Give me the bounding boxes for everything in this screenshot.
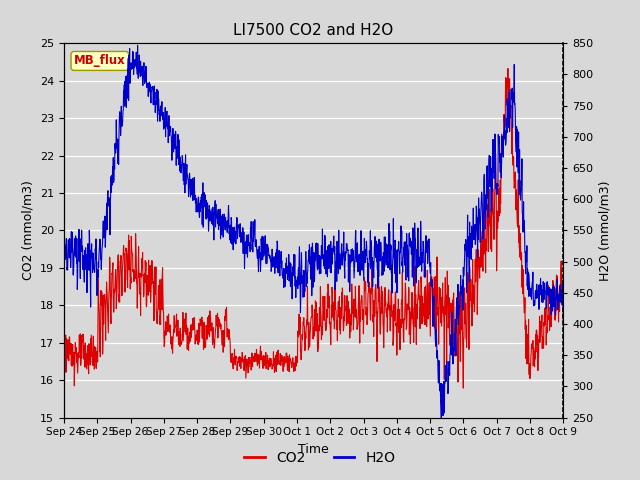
Line: CO2: CO2 bbox=[64, 69, 563, 388]
H2O bbox=[438, 418, 445, 424]
CO2 bbox=[99, 351, 106, 357]
H2O bbox=[134, 42, 141, 48]
H2O bbox=[344, 279, 352, 285]
H2O bbox=[272, 265, 280, 271]
Y-axis label: H2O (mmol/m3): H2O (mmol/m3) bbox=[599, 180, 612, 281]
CO2 bbox=[460, 385, 467, 391]
H2O bbox=[99, 239, 106, 245]
CO2 bbox=[119, 259, 127, 264]
CO2 bbox=[272, 352, 280, 358]
CO2 bbox=[60, 361, 68, 367]
CO2 bbox=[291, 368, 299, 373]
CO2 bbox=[559, 283, 567, 288]
Text: MB_flux: MB_flux bbox=[74, 54, 125, 67]
Legend: CO2, H2O: CO2, H2O bbox=[239, 445, 401, 471]
H2O bbox=[60, 240, 68, 245]
H2O bbox=[119, 109, 127, 115]
CO2 bbox=[504, 66, 512, 72]
H2O bbox=[283, 255, 291, 261]
Y-axis label: CO2 (mmol/m3): CO2 (mmol/m3) bbox=[22, 180, 35, 280]
CO2 bbox=[344, 321, 352, 326]
CO2 bbox=[282, 350, 290, 356]
X-axis label: Time: Time bbox=[298, 443, 329, 456]
H2O bbox=[559, 318, 567, 324]
Title: LI7500 CO2 and H2O: LI7500 CO2 and H2O bbox=[234, 23, 394, 38]
H2O bbox=[292, 274, 300, 279]
Line: H2O: H2O bbox=[64, 45, 563, 421]
